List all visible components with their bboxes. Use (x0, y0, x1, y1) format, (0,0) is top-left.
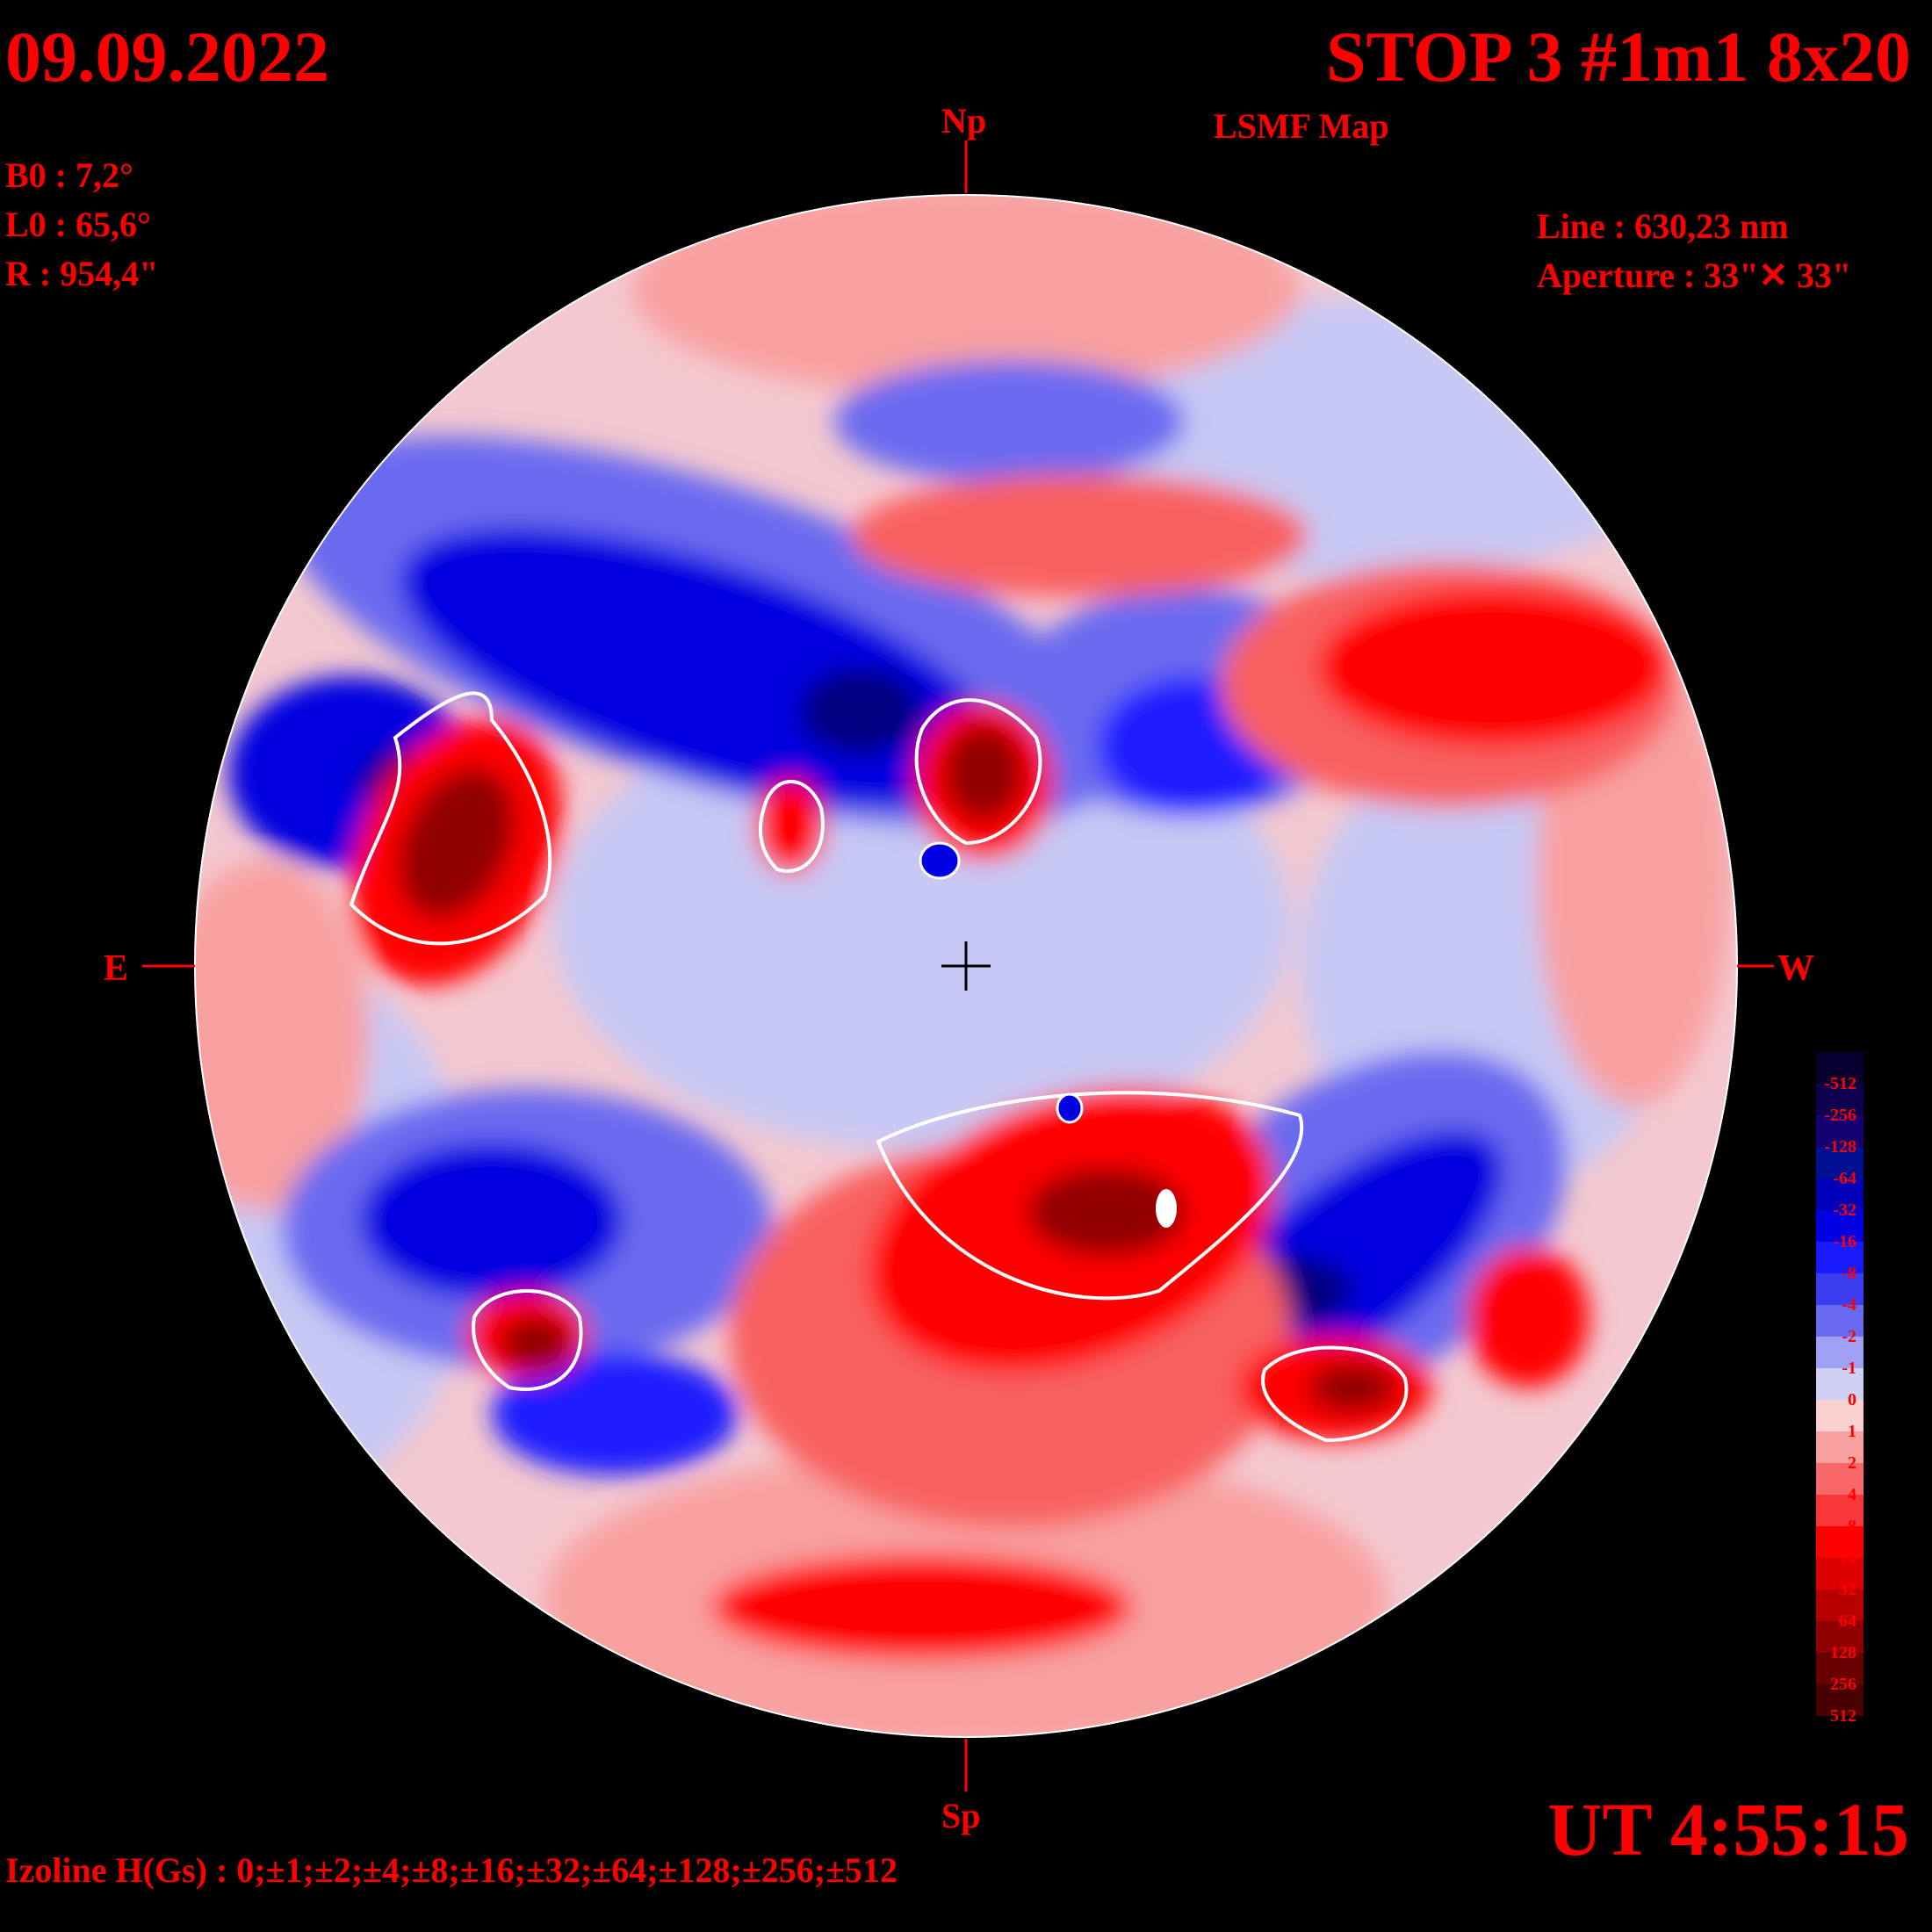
colorbar-tick-label: 64 (1839, 1611, 1856, 1631)
colorbar-tick-label: 256 (1830, 1675, 1856, 1694)
colorbar-swatch (1816, 1684, 1864, 1716)
colorbar-swatch (1816, 1210, 1864, 1242)
colorbar-swatch (1816, 1084, 1864, 1115)
colorbar-tick-label: 128 (1830, 1643, 1856, 1662)
pos-core-se (1308, 1363, 1396, 1412)
b0-param: B0 : 7,2° (5, 155, 133, 195)
colorbar-swatch (1816, 1590, 1864, 1621)
neg-weak-region-center (553, 694, 1291, 1150)
zero-contour-center-spot (914, 698, 1042, 846)
east-label: E (104, 948, 129, 989)
colorbar-tick-label: -8 (1842, 1264, 1856, 1283)
colorbar-swatch (1816, 1558, 1864, 1590)
colorbar-tick-label: -2 (1842, 1327, 1856, 1346)
pos-core-sw (501, 1317, 571, 1370)
pos-strong-region-far-se (1467, 1247, 1590, 1388)
neg-spot-center (919, 841, 961, 880)
colorbar-swatch (1816, 1179, 1864, 1210)
colorbar-tick-label: 32 (1839, 1580, 1856, 1599)
pos-core-e (398, 768, 515, 919)
pos-mid-region-ne (852, 474, 1308, 597)
colorbar-tick-label: 512 (1830, 1706, 1856, 1726)
colorbar-tick-label: -32 (1833, 1200, 1856, 1220)
zero-contour-east-spot (349, 691, 552, 946)
colorbar-tick-label: 16 (1839, 1548, 1856, 1568)
colorbar-tick-label: -1 (1842, 1359, 1856, 1378)
izoline-legend: Izoline H(Gs) : 0;±1;±2;±4;±8;±16;±32;±6… (5, 1850, 898, 1890)
colorbar-swatch (1816, 1273, 1864, 1305)
colorbar-tick-label: 0 (1848, 1390, 1856, 1409)
colorbar-swatch (1816, 1242, 1864, 1273)
radius-param: R : 954,4" (5, 254, 159, 293)
zero-contour-sw-spot (472, 1289, 583, 1391)
spectral-line-param: Line : 630,23 nm (1537, 206, 1789, 246)
colorbar-swatch (1816, 1495, 1864, 1526)
colorbar-swatch (1816, 1463, 1864, 1495)
neg-core-n (799, 667, 922, 755)
colorbar-tick-label: -512 (1824, 1074, 1856, 1093)
pos-strong-region-south (711, 1554, 1133, 1660)
colorbar-tick-label: -256 (1824, 1106, 1856, 1125)
solar-disk (195, 195, 1737, 1737)
colorbar-swatch (1816, 1147, 1864, 1179)
neg-spot-south-small (1156, 1189, 1177, 1228)
neg-strong-region-sw (360, 1142, 624, 1300)
aperture-param: Aperture : 33"✕ 33" (1537, 256, 1852, 295)
colorbar-tick-label: 4 (1848, 1485, 1856, 1504)
neg-spot-south (1056, 1092, 1084, 1124)
south-pole-label: Sp (941, 1796, 981, 1835)
colorbar-tick-label: 8 (1848, 1517, 1856, 1536)
zero-contour-south-spot (876, 1091, 1304, 1301)
neg-mid-region-n (834, 360, 1186, 483)
colorbar-swatch (1816, 1368, 1864, 1400)
colorbar-swatch (1816, 1653, 1864, 1684)
colorbar-swatch (1816, 1400, 1864, 1431)
map-subtitle: LSMF Map (1214, 106, 1389, 146)
l0-param: L0 : 65,6° (5, 205, 151, 244)
colorbar-tick-label: 2 (1848, 1453, 1856, 1473)
colorbar-swatch (1816, 1621, 1864, 1653)
map-title: STOP 3 #1m1 8x20 (1326, 17, 1911, 97)
pos-core-s (1027, 1168, 1186, 1256)
colorbar-tick-label: 1 (1848, 1422, 1856, 1441)
colorbar-tick-label: -128 (1824, 1137, 1856, 1157)
colorbar-swatch (1816, 1052, 1864, 1084)
observation-time: UT 4:55:15 (1547, 1787, 1909, 1871)
colorbar-tick-label: -64 (1833, 1169, 1856, 1188)
colorbar-swatch (1816, 1305, 1864, 1337)
north-pole-label: Np (941, 101, 987, 141)
colorbar (1816, 1052, 1864, 1716)
colorbar-swatch (1816, 1337, 1864, 1368)
zero-contour-small-spot (758, 780, 825, 873)
pos-strong-region-nw (1317, 588, 1669, 746)
colorbar-swatch (1816, 1115, 1864, 1147)
colorbar-swatch (1816, 1526, 1864, 1558)
colorbar-tick-label: -4 (1842, 1295, 1856, 1315)
observation-date: 09.09.2022 (5, 17, 329, 97)
pos-weak-region-north (632, 195, 1300, 395)
pos-core-center (944, 724, 1023, 821)
colorbar-swatch (1816, 1431, 1864, 1463)
west-label: W (1777, 948, 1814, 989)
pos-strong-region-small (755, 777, 825, 874)
colorbar-tick-label: -16 (1833, 1232, 1856, 1251)
zero-contour-se-spot (1261, 1345, 1409, 1443)
